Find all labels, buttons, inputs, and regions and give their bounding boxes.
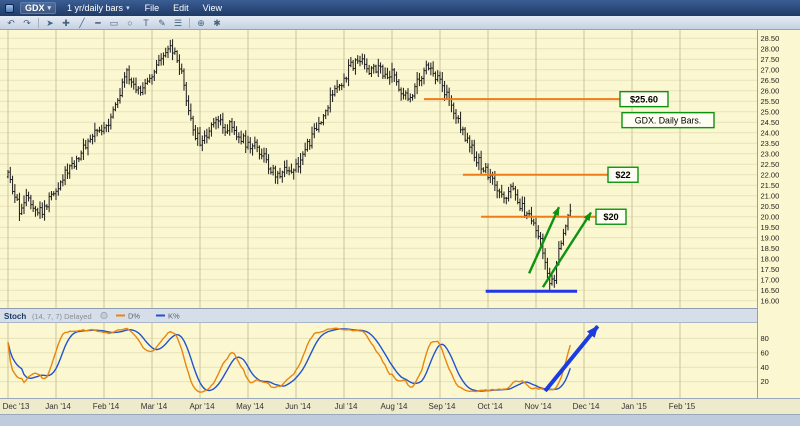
price-axis-label: 23.50 — [761, 139, 780, 148]
price-target-label-box[interactable] — [607, 166, 639, 183]
stoch-up-arrow[interactable] — [543, 324, 600, 393]
price-axis-label: 22.50 — [761, 160, 780, 169]
price-axis-label: 17.00 — [761, 275, 780, 284]
chevron-down-icon: ▾ — [47, 4, 52, 12]
x-axis-label: Mar '14 — [141, 402, 168, 411]
price-axis-label: 19.00 — [761, 233, 780, 242]
rectangle-tool[interactable]: ▭ — [109, 17, 119, 28]
stoch-label[interactable]: Stoch — [4, 312, 26, 321]
stoch-legend-label[interactable]: D% — [128, 312, 140, 321]
symbol-dropdown[interactable]: GDX ▾ — [20, 2, 57, 14]
undo-tool[interactable]: ↶ — [7, 17, 15, 28]
x-axis-label: Aug '14 — [381, 402, 408, 411]
settings-tool[interactable]: ✱ — [213, 17, 221, 28]
crosshair-tool[interactable]: ✚ — [62, 17, 70, 28]
stoch-header-bar — [0, 309, 757, 322]
x-axis-label: Jan '14 — [45, 402, 71, 411]
timeframe-label: 1 yr/daily bars — [67, 3, 124, 13]
x-axis-label: Jun '14 — [285, 402, 311, 411]
chart-area: Dec '13 Jan '14 Feb '14 Mar '14 Apr '14 May '… — [0, 30, 800, 426]
price-axis-label: 25.50 — [761, 97, 780, 106]
stoch-axis-label: 60 — [761, 348, 769, 357]
price-axis-label: 21.50 — [761, 181, 780, 190]
pencil-tool[interactable]: ✎ — [158, 17, 166, 28]
price-axis-label: 28.00 — [761, 44, 780, 53]
zoom-tool[interactable]: ⊕ — [197, 17, 205, 28]
pointer-tool[interactable]: ➤ — [46, 17, 54, 28]
price-axis-label: 17.50 — [761, 265, 780, 274]
green-up-arrow[interactable] — [528, 206, 560, 274]
info-icon[interactable] — [100, 311, 108, 320]
price-axis-label: 23.00 — [761, 149, 780, 158]
timeframe-dropdown[interactable]: 1 yr/daily bars ▾ — [62, 2, 135, 14]
price-axis-label: 16.00 — [761, 296, 780, 305]
stoch-params: (14, 7, 7) Delayed — [32, 312, 92, 321]
x-axis-label: May '14 — [236, 402, 264, 411]
x-axis-label: Feb '15 — [669, 402, 696, 411]
x-axis-label: Apr '14 — [189, 402, 215, 411]
x-axis-strip — [0, 398, 800, 414]
price-target-label: $22 — [615, 170, 630, 180]
x-axis-label: Jul '14 — [335, 402, 358, 411]
price-axis-label: 20.00 — [761, 212, 780, 221]
price-axis-label: 16.50 — [761, 286, 780, 295]
price-axis-label: 24.50 — [761, 118, 780, 127]
stoch-legend-label[interactable]: K% — [168, 312, 180, 321]
titlebar: GDX ▾ 1 yr/daily bars ▾ File Edit View — [0, 0, 800, 16]
window-bottom-strip — [0, 414, 800, 426]
price-axis-label: 24.00 — [761, 128, 780, 137]
ellipse-tool[interactable]: ○ — [127, 17, 133, 28]
price-axis-label: 25.00 — [761, 107, 780, 116]
price-target-label-box[interactable] — [595, 208, 627, 225]
price-axis-label: 26.00 — [761, 86, 780, 95]
stoch-axis-label: 40 — [761, 363, 769, 372]
fibonacci-tool[interactable]: ☰ — [173, 17, 183, 28]
menu-file[interactable]: File — [144, 3, 160, 13]
redo-tool[interactable]: ↷ — [23, 17, 31, 28]
stoch-axis-label: 20 — [761, 377, 769, 386]
x-axis-label: Dec '13 — [3, 402, 30, 411]
x-axis-label: Dec '14 — [573, 402, 600, 411]
menu-view[interactable]: View — [202, 3, 222, 13]
price-axis-label: 27.50 — [761, 55, 780, 64]
month-gridlines — [7, 30, 681, 398]
chevron-down-icon: ▾ — [126, 4, 130, 12]
price-axis-label: 18.50 — [761, 244, 780, 253]
stoch-fast-line — [7, 327, 571, 393]
price-axis-label: 26.50 — [761, 76, 780, 85]
toolbar-separator — [38, 17, 39, 28]
trendline-tool[interactable]: ╱ — [79, 17, 85, 28]
menu-edit[interactable]: Edit — [173, 3, 189, 13]
price-axis-label: 27.00 — [761, 65, 780, 74]
chart-canvas[interactable]: Dec '13 Jan '14 Feb '14 Mar '14 Apr '14 May '… — [0, 30, 800, 426]
x-axis-label: Nov '14 — [525, 402, 552, 411]
app-logo-icon — [5, 3, 14, 13]
ohlc-bars[interactable] — [6, 39, 572, 291]
price-axis-label: 19.50 — [761, 223, 780, 232]
price-axis-label: 18.00 — [761, 254, 780, 263]
drawing-toolbar: ↶ ↷ ➤ ✚ ╱ ━ ▭ ○ T ✎ ☰ ⊕ ✱ — [0, 16, 800, 30]
stoch-gridlines — [0, 337, 757, 383]
stoch-axis-label: 80 — [761, 334, 769, 343]
x-axis-label: Oct '14 — [477, 402, 503, 411]
toolbar-separator — [189, 17, 190, 28]
price-target-label: $20 — [603, 212, 618, 222]
price-axis-label: 21.00 — [761, 191, 780, 200]
x-axis-label: Sep '14 — [429, 402, 456, 411]
text-tool[interactable]: T — [143, 17, 149, 28]
chart-note-box[interactable] — [621, 111, 715, 129]
price-target-label-box[interactable] — [619, 90, 669, 108]
price-axis-label: 22.00 — [761, 170, 780, 179]
symbol-label: GDX — [25, 3, 45, 13]
price-axis-label: 28.50 — [761, 34, 780, 43]
x-axis-label: Jan '15 — [621, 402, 647, 411]
price-axis-label: 20.50 — [761, 202, 780, 211]
chart-note-text: GDX. Daily Bars. — [635, 115, 701, 125]
horizontal-line-tool[interactable]: ━ — [95, 17, 101, 28]
x-axis-label: Feb '14 — [93, 402, 120, 411]
green-up-arrow[interactable] — [541, 211, 592, 288]
price-target-label: $25.60 — [630, 95, 658, 105]
